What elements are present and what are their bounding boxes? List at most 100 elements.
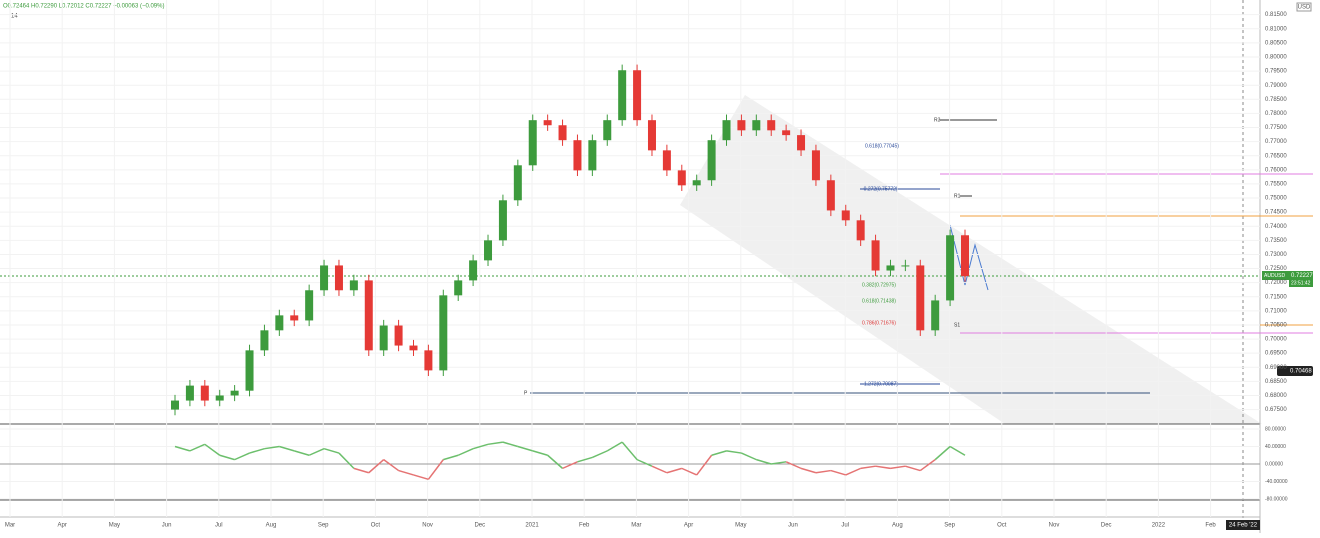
- y-tick-label: 0.70000: [1265, 337, 1287, 343]
- y-tick-label: 0.81500: [1265, 12, 1287, 18]
- level-label: 0.382(0.72975): [862, 282, 896, 288]
- y-tick-label: 0.75000: [1265, 196, 1287, 202]
- x-tick-label: May: [109, 523, 120, 529]
- level-label: -0.272(0.75772): [862, 186, 898, 192]
- candle-body: [692, 180, 701, 186]
- x-tick-label: Oct: [371, 523, 381, 529]
- oscillator-segment: [204, 443, 221, 456]
- candle-body: [558, 125, 567, 141]
- x-tick-label: 2021: [525, 523, 539, 529]
- candle-body: [707, 140, 716, 181]
- candle-body: [633, 70, 642, 121]
- oscillator-segment: [383, 459, 400, 472]
- y-tick-label: 0.73500: [1265, 238, 1287, 244]
- y-tick-label: 40.00000: [1265, 444, 1286, 450]
- oscillator-segment: [800, 467, 817, 474]
- oscillator-segment: [875, 465, 891, 470]
- x-tick-label: Nov: [422, 523, 433, 529]
- candle-body: [215, 395, 224, 401]
- candle-body: [961, 235, 969, 277]
- oscillator-segment: [681, 467, 698, 476]
- oscillator-segment: [919, 459, 936, 472]
- candle-body: [618, 70, 627, 121]
- candle-body: [200, 385, 209, 401]
- oscillator-segment: [741, 452, 757, 461]
- candle-body: [484, 240, 493, 261]
- oscillator-segment: [487, 441, 504, 446]
- x-tick-label: Feb: [579, 523, 590, 529]
- candle-body: [603, 120, 612, 141]
- x-tick-label: Jul: [215, 523, 223, 529]
- oscillator-segment: [323, 447, 340, 454]
- candle-body: [543, 120, 552, 126]
- price-badge: [1262, 271, 1289, 280]
- oscillator-segment: [696, 454, 713, 476]
- candle-body: [797, 135, 806, 151]
- candle-body: [245, 350, 254, 391]
- oscillator-segment: [815, 469, 831, 474]
- level-label: R1: [954, 193, 961, 199]
- y-tick-label: -40.00000: [1265, 479, 1288, 485]
- candle-body: [782, 130, 791, 136]
- y-tick-label: 0.69000: [1265, 365, 1287, 371]
- x-tick-label: Feb: [1205, 523, 1216, 529]
- candle-body: [886, 265, 895, 271]
- y-tick-label: 0.68500: [1265, 379, 1287, 385]
- y-tick-label: 0.79000: [1265, 83, 1287, 89]
- candle-body: [588, 140, 597, 171]
- oscillator-segment: [756, 458, 772, 465]
- y-tick-label: 0.81000: [1265, 26, 1287, 32]
- oscillator-segment: [368, 459, 385, 474]
- candle-body: [573, 140, 582, 171]
- y-tick-label: 0.80500: [1265, 40, 1287, 46]
- candle-body: [379, 325, 388, 351]
- y-tick-label: 0.76000: [1265, 167, 1287, 173]
- candle-body: [394, 325, 403, 346]
- y-tick-label: 0.78500: [1265, 97, 1287, 103]
- oscillator-segment: [726, 450, 742, 454]
- candle-body: [185, 385, 194, 401]
- candle-body: [469, 260, 478, 281]
- candle-body: [409, 345, 418, 351]
- candle-body: [305, 290, 314, 321]
- candle-body: [811, 150, 820, 181]
- oscillator-segment: [472, 443, 489, 450]
- candle-body: [722, 120, 731, 141]
- candle-body: [752, 120, 761, 131]
- candle-body: [677, 170, 686, 186]
- candle-body: [230, 390, 239, 396]
- oscillator-segment: [606, 441, 623, 452]
- candle-body: [871, 240, 880, 271]
- candle-body: [454, 280, 463, 296]
- candle-body: [513, 165, 522, 201]
- y-tick-label: 0.67500: [1265, 407, 1287, 413]
- oscillator-segment: [249, 447, 265, 454]
- candle-body: [349, 280, 358, 291]
- currency[interactable]: USD: [1298, 5, 1311, 11]
- y-tick-label: 0.72000: [1265, 280, 1287, 286]
- y-tick-label: 0.77500: [1265, 125, 1287, 131]
- x-tick-label: 2022: [1152, 523, 1166, 529]
- level-label: 0.618(0.77045): [865, 143, 899, 149]
- ohlc-header: O0.72464 H0.72290 L0.72012 C0.72227 −0.0…: [3, 4, 164, 10]
- level-label: 0.786(0.71676): [862, 320, 896, 326]
- symbol: AUDUSD: [1264, 273, 1286, 279]
- level-label: R3: [934, 117, 941, 123]
- oscillator-segment: [711, 450, 727, 456]
- candle-body: [275, 315, 284, 331]
- candle-body: [424, 350, 433, 371]
- oscillator-segment: [338, 452, 355, 469]
- candle-body: [498, 200, 507, 241]
- interval: 14: [11, 14, 18, 20]
- y-tick-label: 0.71500: [1265, 294, 1287, 300]
- oscillator-segment: [562, 461, 578, 470]
- cursor-date: 24 Feb '22: [1229, 523, 1258, 529]
- y-tick-label: 0.79500: [1265, 69, 1287, 75]
- y-tick-label: 0.75500: [1265, 181, 1287, 187]
- currency-button[interactable]: [1296, 2, 1312, 12]
- y-tick-label: 0.70500: [1265, 323, 1287, 329]
- x-tick-label: Sep: [944, 523, 955, 529]
- level-label: S1: [954, 322, 960, 328]
- candle-body: [856, 220, 865, 241]
